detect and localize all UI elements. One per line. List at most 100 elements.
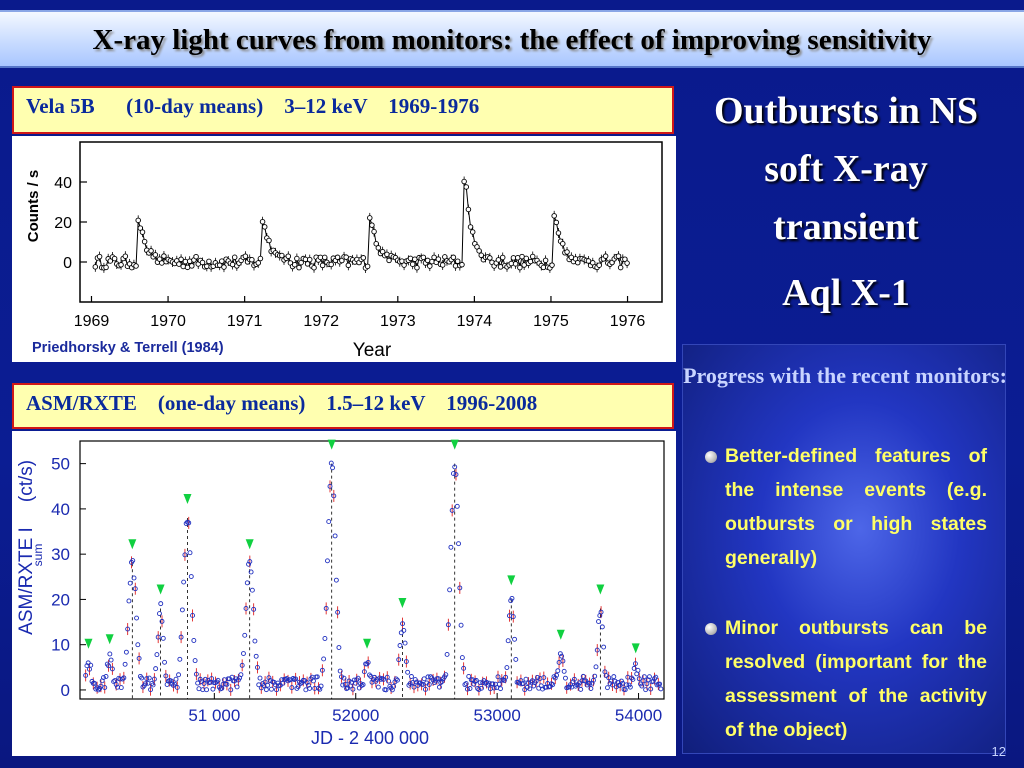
vela-data-point — [178, 256, 184, 263]
vela-data-point — [542, 257, 549, 264]
asm-data-point — [311, 678, 316, 684]
asm-data-point — [131, 575, 137, 581]
vela-data-point — [407, 255, 414, 262]
vela-y-axis-label: Counts / s — [25, 170, 42, 243]
vela-data-point — [499, 254, 506, 261]
asm-data-point — [631, 665, 637, 671]
vela-credit: Priedhorsky & Terrell (1984) — [32, 340, 224, 356]
asm-data-point — [601, 644, 607, 650]
asm-data-point — [484, 679, 489, 685]
asm-data-point — [262, 679, 268, 685]
asm-data-point — [103, 674, 109, 679]
asm-data-point — [400, 621, 405, 627]
asm-data-point — [554, 672, 559, 678]
asm-data-point — [92, 680, 98, 686]
asm-data-point — [314, 674, 320, 680]
outburst-marker-icon — [105, 634, 114, 645]
asm-data-point — [154, 652, 160, 658]
asm-data-point — [265, 682, 271, 688]
vela-data-point — [551, 213, 557, 219]
asm-data-point — [639, 683, 645, 689]
asm-data-point — [143, 681, 148, 687]
asm-data-point — [331, 493, 337, 499]
asm-data-point — [246, 561, 252, 567]
asm-data-point — [297, 679, 302, 685]
asm-x-tick-label: 54000 — [615, 706, 662, 725]
outburst-marker-icon — [156, 584, 165, 595]
asm-data-point — [627, 684, 633, 690]
asm-data-point — [589, 680, 595, 686]
bullet-dot-icon — [705, 451, 717, 463]
asm-data-point — [326, 519, 332, 525]
asm-data-point — [121, 675, 127, 681]
vela-data-point — [624, 260, 630, 266]
asm-data-point — [244, 580, 250, 586]
asm-data-point — [401, 627, 407, 633]
vela-data-point — [206, 258, 212, 265]
asm-data-point — [255, 664, 260, 670]
asm-data-point — [158, 601, 164, 607]
asm-data-point — [188, 574, 194, 579]
asm-data-point — [193, 671, 199, 677]
asm-data-point — [171, 682, 176, 688]
vela-data-point — [257, 255, 264, 262]
vela-data-point — [596, 262, 602, 268]
vela-data-point — [435, 256, 442, 262]
vela-data-point — [249, 256, 255, 263]
vela-data-point — [103, 264, 109, 271]
bullet-text-2: Minor outbursts can be resolved (importa… — [725, 617, 987, 741]
vela-x-tick-label: 1976 — [610, 313, 646, 330]
asm-data-point — [107, 651, 113, 657]
vela-data-point — [420, 254, 427, 261]
asm-data-point — [350, 686, 356, 692]
asm-data-point — [130, 558, 136, 563]
vela-data-point — [279, 252, 285, 259]
asm-data-point — [409, 674, 414, 679]
asm-data-point — [202, 676, 208, 682]
asm-data-point — [594, 647, 600, 653]
asm-data-point — [160, 635, 166, 641]
asm-data-point — [95, 687, 101, 693]
asm-data-point — [524, 684, 530, 690]
outburst-marker-icon — [450, 439, 459, 450]
vela-data-point — [364, 263, 371, 270]
asm-data-point — [249, 587, 255, 593]
vela-data-point — [294, 255, 300, 262]
vela-data-point — [92, 264, 99, 270]
vela-data-point — [523, 255, 530, 262]
asm-data-point — [398, 630, 404, 636]
asm-data-point — [136, 655, 142, 661]
asm-data-point — [333, 577, 339, 583]
asm-data-point — [323, 605, 329, 611]
vela-data-point — [527, 258, 534, 265]
asm-data-point — [228, 687, 234, 693]
vela-data-point — [602, 253, 609, 259]
asm-data-point — [169, 681, 175, 687]
asm-data-point — [596, 619, 601, 624]
asm-data-point — [307, 685, 313, 691]
vela-data-point — [617, 264, 624, 271]
vela-data-point — [242, 253, 249, 259]
asm-data-point — [263, 687, 269, 693]
vela-data-point — [334, 254, 341, 261]
asm-data-point — [604, 685, 610, 691]
asm-data-point — [322, 636, 328, 641]
asm-data-point — [641, 674, 647, 680]
asm-y-tick-label: 10 — [51, 636, 70, 655]
vela-data-point — [306, 256, 313, 263]
vela-data-point — [463, 184, 470, 190]
asm-data-point — [253, 653, 259, 659]
vela-x-tick-label: 1974 — [457, 313, 493, 330]
asm-data-point — [113, 682, 119, 687]
vela-data-point — [555, 230, 562, 236]
asm-data-point — [197, 676, 203, 682]
asm-data-point — [247, 559, 253, 565]
vela-data-point — [469, 229, 476, 235]
asm-data-point — [526, 680, 531, 686]
vela-data-point — [517, 264, 523, 271]
asm-data-point — [557, 651, 563, 657]
vela-data-point — [221, 264, 227, 270]
asm-data-point — [449, 507, 455, 513]
asm-data-point — [341, 675, 347, 681]
asm-data-point — [330, 465, 335, 471]
